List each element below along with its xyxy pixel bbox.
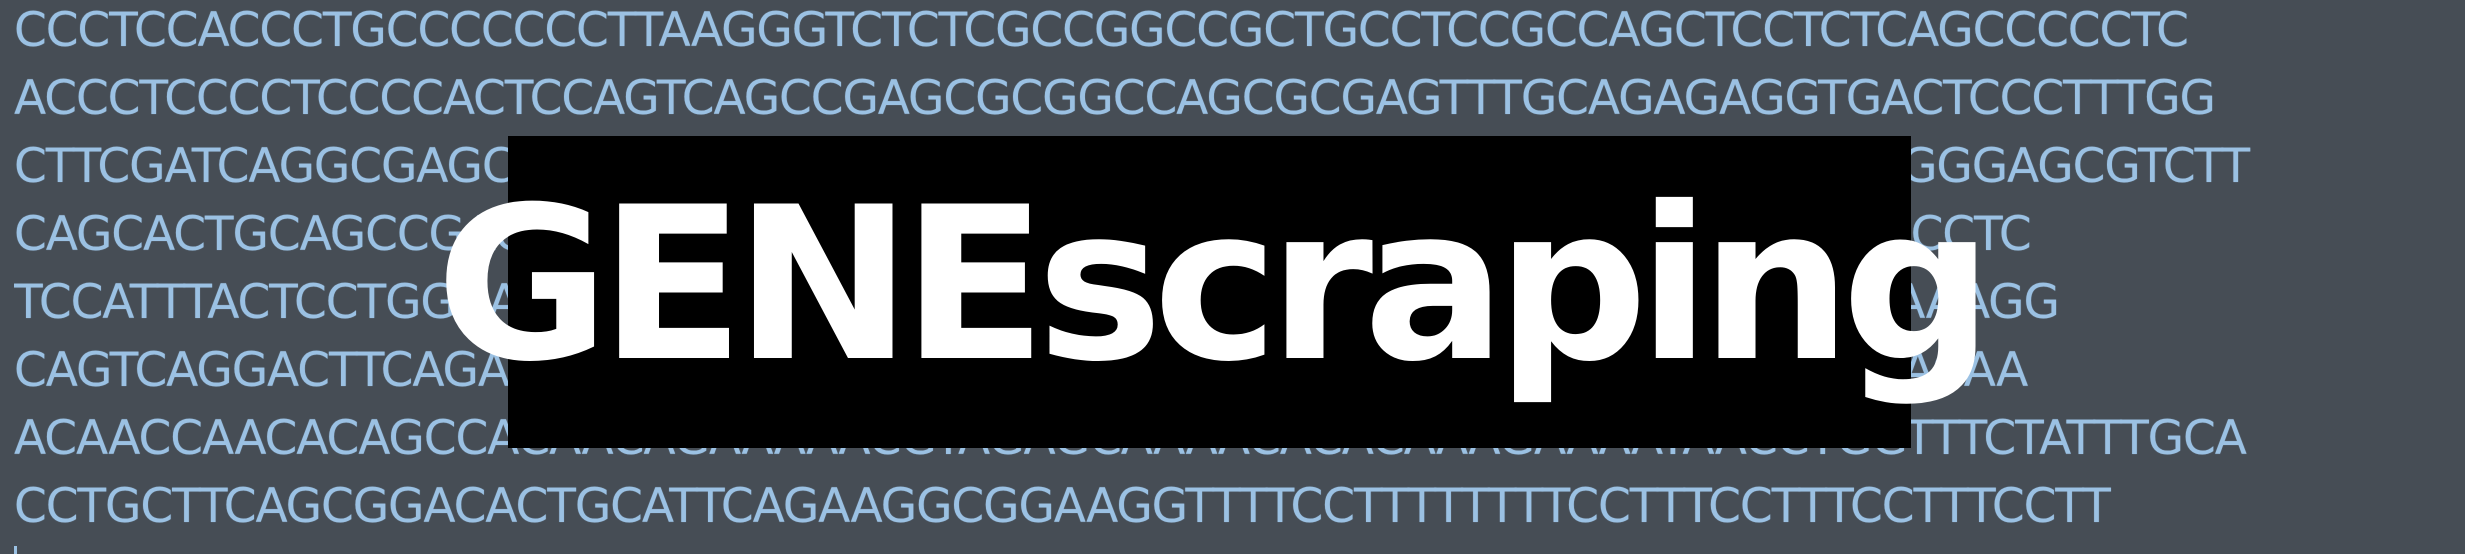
sequence-line: CCTGCTTCAGCGGACACTGCATTCAGAAGGCGGAAGGTTT… xyxy=(14,479,2111,534)
title-banner: GENEscraping xyxy=(436,136,1993,448)
text-cursor-mark xyxy=(14,546,17,554)
sequence-line: ACCCTCCCCTCCCCACTCCAGTCAGCCGAGCGCGGCCAGC… xyxy=(14,71,2216,126)
banner-title: GENEscraping xyxy=(435,161,1994,408)
sequence-line: CCCTCCACCCTGCCCCCCCTTAAGGGTCTCTCGCCGGCCG… xyxy=(14,3,2189,58)
